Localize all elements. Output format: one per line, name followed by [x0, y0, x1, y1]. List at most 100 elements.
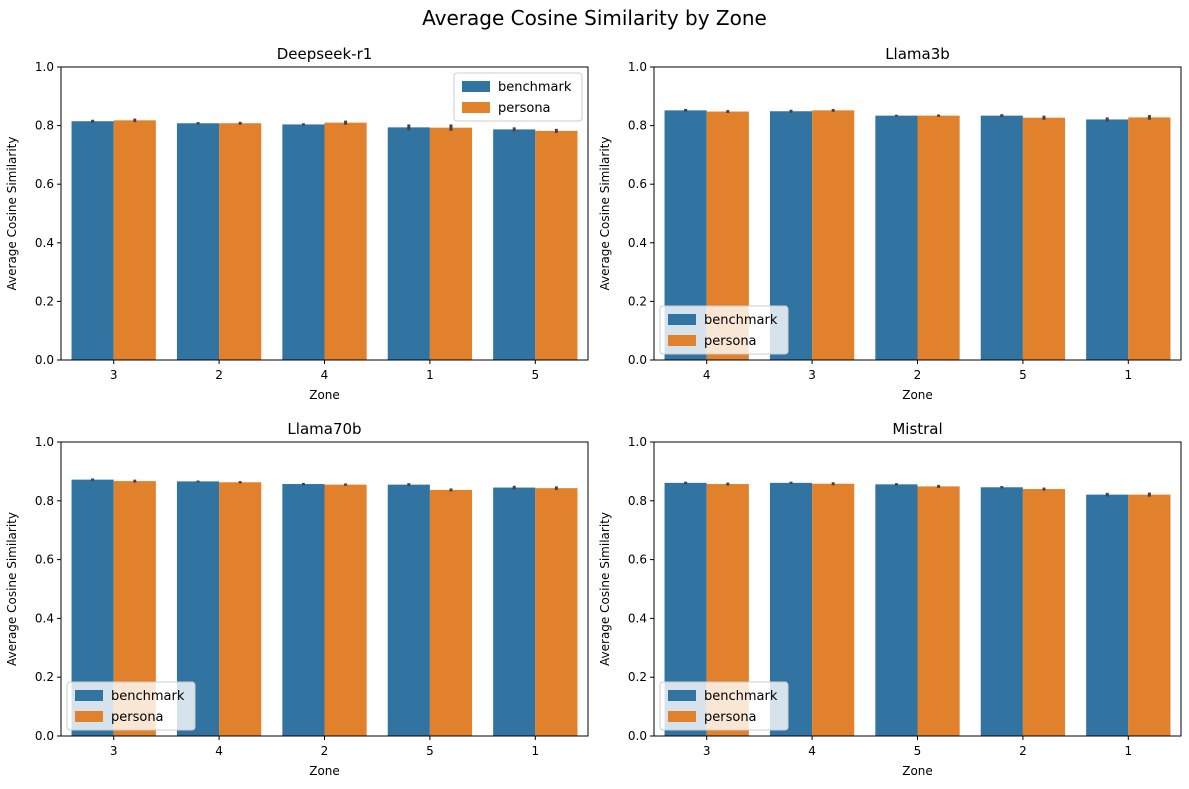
bar-persona-zone-5 [1022, 117, 1066, 361]
bar-persona-zone-4 [219, 482, 262, 736]
y-tick-label: 1.0 [628, 60, 647, 74]
y-tick-label: 1.0 [35, 60, 54, 74]
x-tick-label: 5 [531, 368, 539, 382]
x-tick-label: 5 [914, 744, 922, 758]
bar-persona-zone-3 [812, 110, 855, 360]
subplot-3: 0.0 0.2 0.4 0.6 0.8 1.0 3 4 2 5 1 Llama70b Zone Avera… [5, 420, 589, 778]
legend: benchmark persona [453, 72, 583, 122]
figure-title: Average Cosine Similarity by Zone [422, 6, 767, 30]
legend-label-persona: persona [704, 334, 757, 349]
y-tick-label: 0.8 [35, 494, 54, 508]
x-tick-label: 5 [426, 744, 434, 758]
y-tick-label: 0.2 [628, 670, 647, 684]
y-tick-label: 0.0 [35, 729, 54, 743]
x-axis-label: Zone [902, 388, 933, 402]
bar-benchmark-zone-2 [875, 115, 918, 360]
bar-persona-zone-3 [113, 120, 156, 361]
y-axis-label: Average Cosine Similarity [5, 512, 19, 666]
bar-benchmark-zone-1 [493, 487, 536, 736]
bar-persona-zone-5 [535, 130, 578, 360]
x-tick-label: 1 [1124, 744, 1132, 758]
legend-swatch-benchmark [462, 81, 490, 92]
y-tick-label: 0.8 [628, 494, 647, 508]
x-axis-label: Zone [902, 764, 933, 778]
y-tick-label: 0.0 [628, 729, 647, 743]
subplot-title: Llama3b [885, 45, 950, 63]
bar-persona-zone-1 [535, 488, 578, 736]
x-tick-label: 3 [808, 368, 816, 382]
y-tick-label: 0.0 [628, 353, 647, 367]
bar-persona-zone-1 [1128, 494, 1171, 736]
x-tick-label: 2 [914, 368, 922, 382]
subplot-4: 0.0 0.2 0.4 0.6 0.8 1.0 3 4 5 2 1 Mistral Zone Averag… [598, 420, 1182, 778]
bar-benchmark-zone-1 [387, 127, 430, 360]
legend-label-benchmark: benchmark [498, 80, 572, 95]
x-tick-label: 4 [703, 368, 711, 382]
y-tick-label: 0.2 [628, 294, 647, 308]
y-tick-label: 0.2 [35, 670, 54, 684]
y-tick-label: 1.0 [628, 435, 647, 449]
bar-benchmark-zone-5 [980, 115, 1023, 360]
y-tick-label: 0.4 [35, 236, 54, 250]
y-tick-label: 0.4 [35, 611, 54, 625]
legend-swatch-persona [75, 711, 103, 722]
bar-benchmark-zone-5 [493, 129, 536, 360]
bar-persona-zone-5 [429, 489, 473, 736]
legend-label-benchmark: benchmark [111, 689, 185, 704]
x-axis-label: Zone [309, 764, 340, 778]
bar-benchmark-zone-5 [387, 484, 430, 736]
bar-benchmark-zone-4 [282, 124, 325, 360]
y-axis-label: Average Cosine Similarity [598, 137, 612, 291]
y-tick-label: 0.8 [628, 119, 647, 133]
bar-persona-zone-1 [429, 127, 473, 360]
legend-label-benchmark: benchmark [704, 313, 778, 328]
legend-label-benchmark: benchmark [704, 689, 778, 704]
x-tick-label: 2 [321, 744, 329, 758]
x-axis-label: Zone [309, 388, 340, 402]
bar-benchmark-zone-2 [176, 123, 220, 360]
bar-persona-zone-4 [812, 483, 855, 736]
legend-swatch-persona [668, 335, 696, 346]
bar-benchmark-zone-2 [282, 484, 325, 736]
subplot-title: Deepseek-r1 [277, 45, 373, 63]
x-tick-label: 2 [1019, 744, 1027, 758]
subplot-title: Mistral [892, 420, 942, 438]
x-tick-label: 4 [808, 744, 816, 758]
legend-swatch-benchmark [75, 690, 103, 701]
legend-swatch-benchmark [668, 314, 696, 325]
x-tick-label: 3 [110, 744, 118, 758]
x-tick-label: 1 [531, 744, 539, 758]
legend-swatch-persona [462, 102, 490, 113]
subplot-2: 0.0 0.2 0.4 0.6 0.8 1.0 4 3 2 5 1 Llama3b Zone Averag… [598, 45, 1182, 402]
legend: benchmark persona [659, 681, 789, 731]
bar-benchmark-zone-5 [875, 484, 918, 736]
y-tick-label: 0.6 [35, 177, 54, 191]
legend: benchmark persona [66, 681, 196, 731]
subplot-title: Llama70b [287, 420, 361, 438]
bar-persona-zone-1 [1128, 117, 1171, 361]
bar-persona-zone-4 [324, 122, 367, 360]
x-tick-label: 4 [321, 368, 329, 382]
y-tick-label: 0.2 [35, 294, 54, 308]
y-tick-label: 0.4 [628, 611, 647, 625]
legend-label-persona: persona [498, 101, 551, 116]
x-tick-label: 3 [110, 368, 118, 382]
legend-swatch-benchmark [668, 690, 696, 701]
x-tick-label: 3 [703, 744, 711, 758]
bar-persona-zone-2 [917, 115, 960, 360]
y-tick-label: 0.6 [628, 553, 647, 567]
bar-persona-zone-2 [324, 484, 367, 736]
bar-benchmark-zone-1 [1086, 119, 1129, 361]
legend-label-persona: persona [111, 710, 164, 725]
x-tick-label: 2 [215, 368, 223, 382]
subplot-1: 0.0 0.2 0.4 0.6 0.8 1.0 3 2 4 1 5 Deepseek-r1 Zone Av… [5, 45, 589, 402]
legend-label-persona: persona [704, 710, 757, 725]
x-tick-label: 1 [1124, 368, 1132, 382]
y-tick-label: 0.0 [35, 353, 54, 367]
x-tick-label: 1 [426, 368, 434, 382]
legend-swatch-persona [668, 711, 696, 722]
bar-persona-zone-2 [219, 123, 262, 360]
y-tick-label: 0.6 [628, 177, 647, 191]
